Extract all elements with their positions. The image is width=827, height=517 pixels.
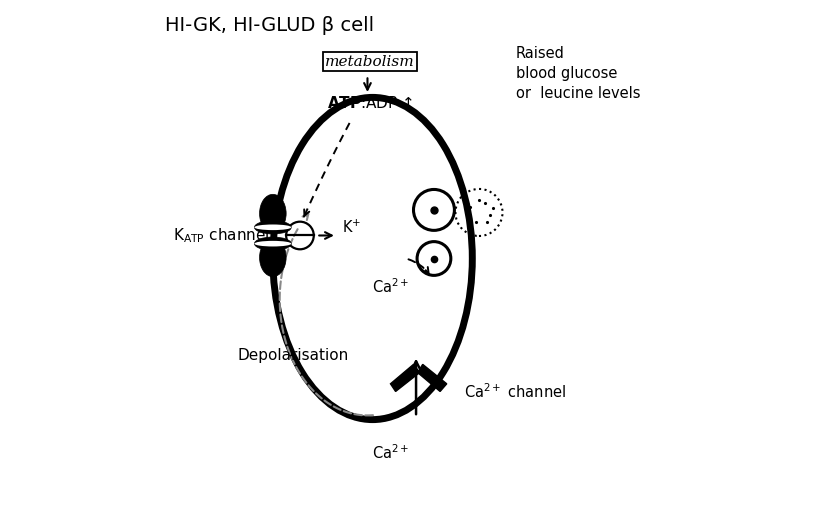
Ellipse shape xyxy=(255,241,291,247)
Polygon shape xyxy=(390,364,419,391)
Text: K$^{+}$: K$^{+}$ xyxy=(342,219,361,236)
Polygon shape xyxy=(418,364,447,391)
Text: metabolism: metabolism xyxy=(325,55,415,69)
Text: Ca$^{2+}$ channel: Ca$^{2+}$ channel xyxy=(464,382,566,401)
Ellipse shape xyxy=(255,221,291,234)
Ellipse shape xyxy=(255,237,291,250)
Ellipse shape xyxy=(255,224,291,230)
Text: Raised
blood glucose
or  leucine levels: Raised blood glucose or leucine levels xyxy=(516,46,640,101)
Ellipse shape xyxy=(260,194,286,233)
Text: Ca$^{2+}$: Ca$^{2+}$ xyxy=(372,444,409,462)
Text: $\mathbf{ATP}$:ADP ↑: $\mathbf{ATP}$:ADP ↑ xyxy=(327,95,414,111)
Text: Depolarisation: Depolarisation xyxy=(237,348,348,363)
Text: K$_\mathregular{ATP}$ channel: K$_\mathregular{ATP}$ channel xyxy=(173,226,270,245)
Ellipse shape xyxy=(260,238,286,277)
Text: HI-GK, HI-GLUD β cell: HI-GK, HI-GLUD β cell xyxy=(165,16,375,35)
Text: Ca$^{2+}$: Ca$^{2+}$ xyxy=(372,277,409,296)
